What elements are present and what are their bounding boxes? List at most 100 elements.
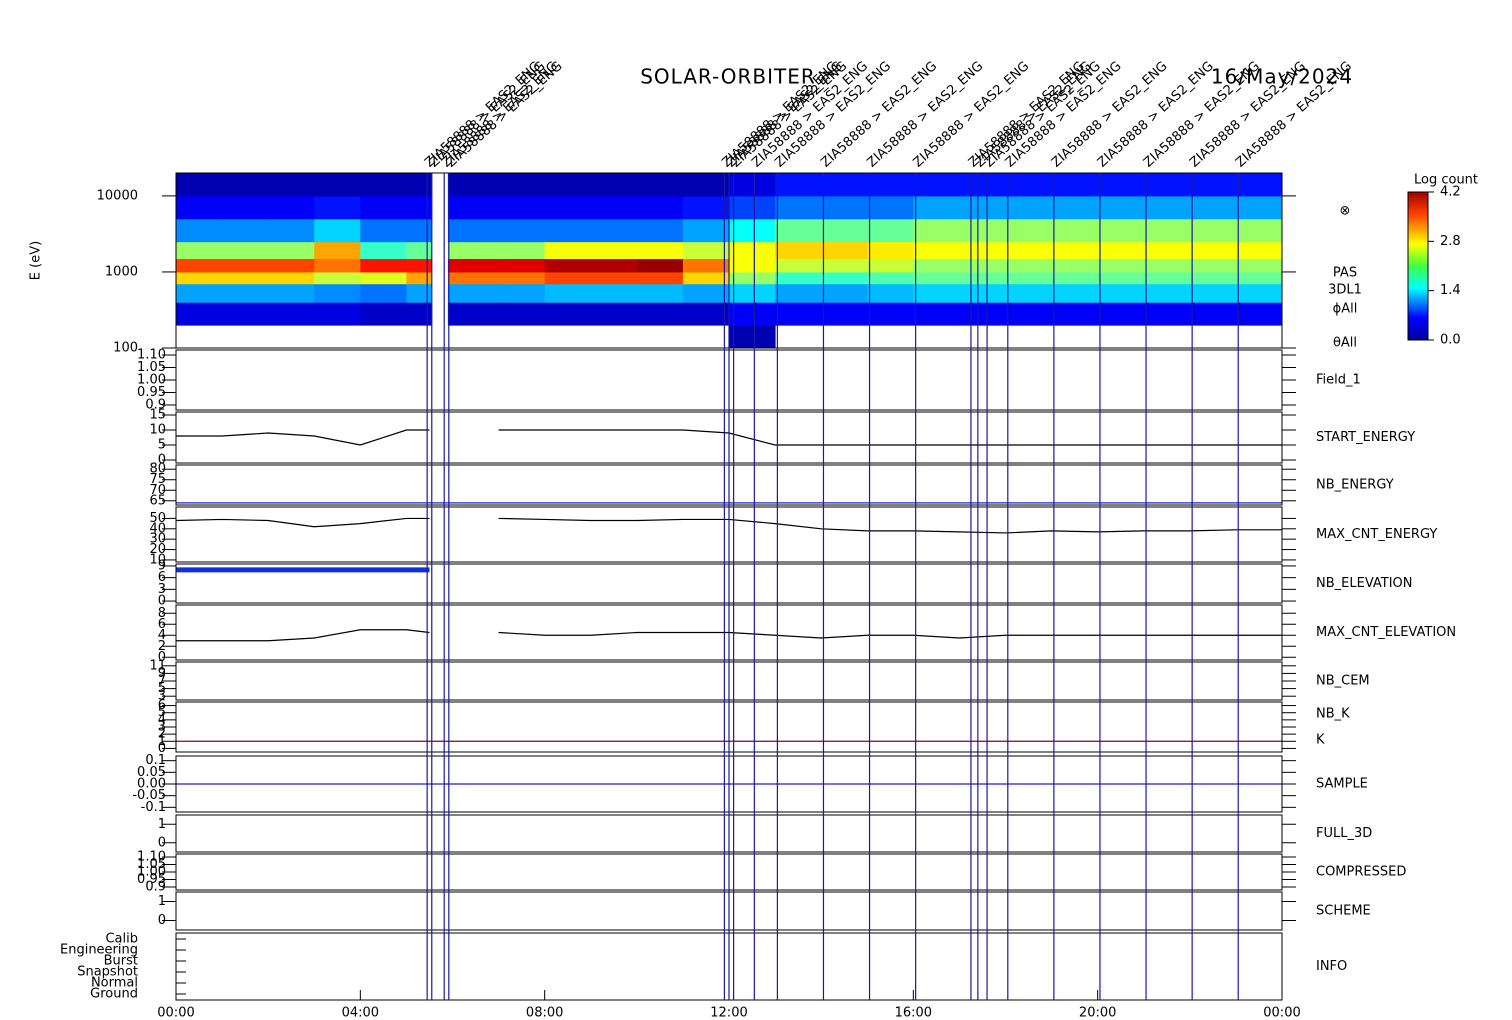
y-tick-label: 6: [158, 617, 166, 632]
colorbar-tick-label: 1.4: [1440, 283, 1461, 298]
spectrogram-cell: [775, 241, 822, 260]
spectrogram-cell: [544, 195, 592, 220]
y-tick-label: 6: [158, 698, 166, 713]
spectrogram-cell: [775, 283, 822, 303]
y-tick-label: 3: [158, 689, 166, 704]
spectrogram-cell: [406, 173, 433, 197]
spectrogram-cell: [729, 258, 776, 273]
y-tick-label: 1.00: [137, 373, 166, 388]
spectrogram-cell: [1097, 173, 1145, 197]
spectrogram-cell: [590, 218, 638, 243]
spectrogram-cell: [176, 283, 223, 303]
spectrogram-cell: [1051, 302, 1099, 326]
y-tick-label: 1000: [105, 264, 138, 279]
colorbar-tick-label: 0.0: [1440, 333, 1461, 348]
y-tick-label: 3: [158, 582, 166, 597]
x-tick-label: 16:00: [895, 1006, 932, 1020]
spectrogram-cell: [498, 241, 546, 260]
y-tick-label: 0.95: [137, 385, 166, 400]
spectrogram-cell: [1235, 195, 1283, 220]
spectrogram-cell: [447, 258, 453, 273]
panel-label: K: [1316, 733, 1325, 748]
spectrogram-cell: [729, 283, 776, 303]
x-tick-label: 00:00: [1263, 1006, 1300, 1020]
spectrogram-cell: [1051, 218, 1099, 243]
y-tick-label: 10: [149, 552, 166, 567]
spectrogram-cell: [176, 258, 223, 273]
spectrogram-cell: [913, 271, 960, 285]
spectrogram-cell: [867, 195, 914, 220]
y-tick-label: 1.10: [137, 850, 166, 865]
y-tick-label: 1.05: [137, 857, 166, 872]
spectrogram-cell: [222, 283, 269, 303]
spectrogram-cell: [1143, 218, 1191, 243]
spectrogram-cell: [544, 241, 592, 260]
panel-label: Field_1: [1316, 373, 1361, 388]
y-tick-label: 0.9: [145, 398, 166, 413]
spectrogram-cell: [314, 283, 361, 303]
series-line: [176, 629, 1282, 642]
spectrogram-cell: [821, 258, 868, 273]
spectrogram-cell: [268, 258, 315, 273]
spectrogram-cell: [821, 195, 868, 220]
y-tick-label: 8: [158, 606, 166, 621]
spectrogram-cell: [498, 195, 546, 220]
spectrogram-cell: [314, 195, 361, 220]
spectrogram-cell: [406, 302, 433, 326]
colorbar-tick-label: 2.8: [1440, 234, 1461, 249]
panel-label: 3DL1: [1328, 283, 1362, 298]
spectrogram-cell: [544, 271, 592, 285]
spectrogram-cell: [867, 241, 914, 260]
spectrogram-cell: [775, 302, 822, 326]
title: SOLAR-ORBITER: [640, 65, 816, 89]
spectrogram-cell: [314, 302, 361, 326]
spectrogram-cell: [867, 218, 914, 243]
y-tick-label: 0: [158, 835, 166, 850]
y-tick-label: -0.1: [141, 800, 166, 815]
y-tick-label: 15: [149, 408, 166, 423]
panel-label: NB_ELEVATION: [1316, 576, 1413, 591]
spectrogram-cell: [406, 241, 433, 260]
colorbar-tick-label: 4.2: [1440, 185, 1461, 200]
category-label: Ground: [90, 987, 138, 1002]
spectrogram-cell: [590, 302, 638, 326]
spectrogram-cell: [1235, 283, 1283, 303]
spectrogram-cell: [406, 218, 433, 243]
spectrogram-cell: [447, 241, 453, 260]
panel-label: MAX_CNT_ENERGY: [1316, 527, 1437, 542]
spectrogram-cell: [867, 271, 914, 285]
spectrogram-cell: [1143, 241, 1191, 260]
x-tick-label: 00:00: [157, 1006, 194, 1020]
panel-label: NB_ENERGY: [1316, 478, 1394, 493]
y-tick-label: 30: [149, 532, 166, 547]
spectrogram-cell: [452, 195, 500, 220]
spectrogram-cell: [913, 258, 960, 273]
panel-label: INFO: [1316, 959, 1347, 974]
spectrogram-cell: [447, 218, 453, 243]
spectrogram-cell: [821, 302, 868, 326]
spectrogram-cell: [1235, 271, 1283, 285]
y-tick-label: 0.00: [137, 777, 166, 792]
y-tick-label: 6: [158, 570, 166, 585]
panel-label: ϕAll: [1333, 302, 1358, 317]
colorbar: [1407, 191, 1429, 341]
spectrogram-cell: [176, 271, 223, 285]
spectrogram-cell: [268, 302, 315, 326]
y-tick-label: 80: [149, 462, 166, 477]
spectrogram-cell: [1005, 218, 1053, 243]
spectrogram-cell: [867, 173, 914, 197]
spectrogram-cell: [913, 241, 960, 260]
y-tick-label: 3: [158, 720, 166, 735]
spectrogram-cell: [1235, 241, 1283, 260]
y-axis-label: E (eV): [29, 241, 44, 280]
spectrogram-cell: [452, 283, 500, 303]
panel-label: NB_CEM: [1316, 674, 1370, 689]
spectrogram-cell: [1051, 271, 1099, 285]
spectrogram-cell: [544, 283, 592, 303]
spectrogram-cell: [1051, 173, 1099, 197]
spectrogram-cell: [959, 195, 1006, 220]
panel-label: SCHEME: [1316, 904, 1371, 919]
spectrogram-cell: [452, 302, 500, 326]
spectrogram-cell: [360, 218, 407, 243]
spectrogram-cell: [959, 271, 1006, 285]
